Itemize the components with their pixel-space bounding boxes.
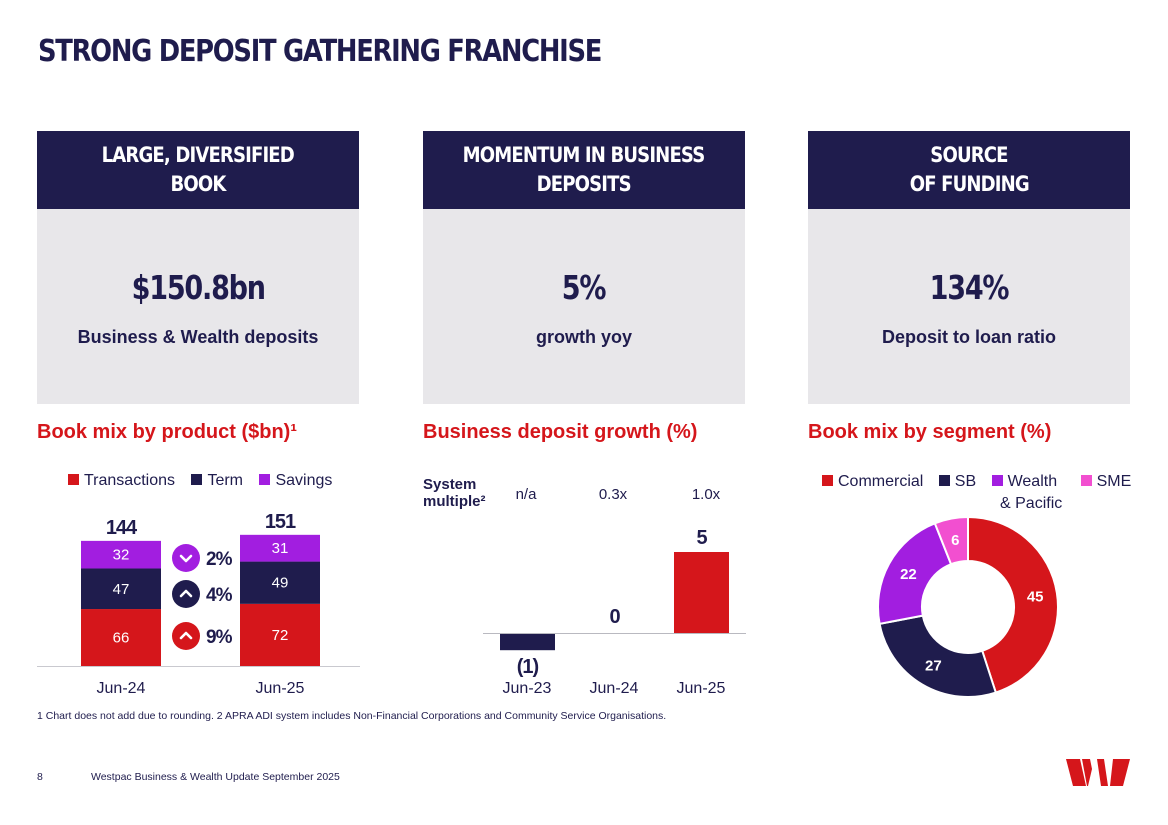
legend-label: Term	[207, 472, 244, 489]
legend-label: Transactions	[84, 472, 175, 489]
kpi-value: 134%	[929, 268, 1010, 307]
logo-shape	[1097, 759, 1108, 786]
total-label: 144	[106, 517, 138, 539]
system-multiple-label: System multiple²	[423, 476, 486, 510]
total-label: 151	[265, 511, 296, 533]
badge-circle	[172, 580, 200, 608]
data-label: 47	[113, 581, 130, 598]
panel-body	[423, 209, 745, 404]
legend-label: & Pacific	[1000, 495, 1063, 512]
slice-label: 6	[951, 532, 959, 549]
logo-shape	[1082, 759, 1092, 786]
bar-segment	[240, 561, 320, 604]
slice-label: 45	[1027, 588, 1044, 605]
panel-header-line: BOOK	[170, 172, 226, 196]
kpi-value: 5%	[562, 268, 607, 307]
panel-header: MOMENTUM IN BUSINESS DEPOSITS	[423, 131, 745, 209]
bar	[500, 634, 555, 651]
data-label: 49	[272, 575, 289, 592]
badge-label: 9%	[206, 627, 233, 648]
donut-slice	[933, 515, 969, 566]
section-title-segment: Book mix by segment (%)	[808, 421, 1052, 443]
slice-label: 27	[925, 658, 942, 675]
x-tick-label: Jun-25	[676, 680, 726, 697]
legend-product: Transactions Term Savings	[68, 472, 332, 490]
legend-swatch	[991, 475, 1003, 486]
panel-body	[808, 209, 1130, 404]
legend-segment: Commercial SB Wealth SME	[822, 473, 1131, 491]
product-stacked-bar-chart: 66 47 32 144 72 49 31 151 2% 4% 9%	[37, 511, 360, 667]
system-multiple-value: 1.0x	[691, 486, 721, 503]
legend-swatch	[938, 475, 950, 486]
system-multiple-value: n/a	[515, 486, 537, 503]
section-title-growth: Business deposit growth (%)	[423, 421, 698, 443]
bar-segment	[81, 568, 161, 610]
growth-bar-chart: (1) 0 5	[483, 527, 746, 678]
data-label: 0	[609, 606, 620, 628]
x-tick-label: Jun-25	[255, 680, 305, 697]
legend-label: SB	[954, 473, 977, 490]
x-tick-label: Jun-23	[502, 680, 552, 697]
data-label: 72	[272, 627, 289, 644]
legend-swatch	[259, 474, 271, 485]
panel-momentum: MOMENTUM IN BUSINESS DEPOSITS	[423, 131, 745, 404]
system-multiple-value: 0.3x	[598, 486, 628, 503]
data-label: 32	[113, 547, 130, 564]
kpi-label: growth yoy	[535, 327, 632, 347]
bar	[674, 552, 729, 633]
legend-label: Commercial	[838, 473, 924, 490]
legend-label: Savings	[275, 472, 333, 489]
panel-header-line: OF FUNDING	[909, 172, 1029, 196]
panel-header-line: LARGE, DIVERSIFIED	[101, 143, 295, 167]
badge-label: 4%	[206, 585, 233, 606]
panel-header-line: DEPOSITS	[536, 172, 632, 196]
legend-label: SME	[1096, 473, 1132, 490]
panel-funding: SOURCE OF FUNDING	[808, 131, 1130, 404]
bar-segment	[81, 609, 161, 666]
footer-text: Westpac Business & Wealth Update Septemb…	[91, 771, 340, 783]
system-multiple-label-line: System	[423, 476, 477, 493]
badge-circle	[172, 622, 200, 650]
chevron-up-icon	[179, 589, 193, 598]
legend-swatch	[1080, 475, 1092, 486]
legend-label: Wealth	[1007, 473, 1058, 490]
legend-swatch	[191, 474, 203, 485]
panel-header: LARGE, DIVERSIFIED BOOK	[37, 131, 359, 209]
panel-header: SOURCE OF FUNDING	[808, 131, 1130, 209]
kpi-label: Business & Wealth deposits	[77, 327, 319, 347]
data-label: 31	[272, 540, 289, 557]
data-label: (1)	[517, 656, 539, 678]
donut-slice	[878, 614, 998, 698]
page-title: STRONG DEPOSIT GATHERING FRANCHISE	[38, 34, 602, 69]
donut-slice	[967, 515, 1059, 694]
section-title-product: Book mix by product ($bn)¹	[37, 421, 297, 443]
westpac-logo	[1066, 759, 1130, 786]
bar-segment	[81, 540, 161, 569]
kpi-value: $150.8bn	[131, 268, 265, 307]
data-label: 66	[113, 630, 130, 647]
legend-swatch	[822, 475, 833, 486]
kpi-label: Deposit to loan ratio	[881, 327, 1056, 347]
bar-segment	[240, 603, 320, 666]
x-tick-label: Jun-24	[96, 680, 146, 697]
data-label: 5	[696, 527, 707, 549]
x-tick-label: Jun-24	[589, 680, 639, 697]
panel-header-line: SOURCE	[930, 143, 1008, 167]
badge-label: 2%	[206, 549, 233, 570]
logo-shape	[1066, 759, 1086, 786]
panel-large-book: LARGE, DIVERSIFIED BOOK	[37, 131, 359, 404]
segment-donut-chart: 45 27 22 6	[877, 515, 1059, 698]
panel-header-line: MOMENTUM IN BUSINESS	[463, 143, 706, 167]
chevron-up-icon	[179, 631, 193, 640]
badge-circle	[172, 544, 200, 572]
bar-segment	[240, 534, 320, 562]
legend-swatch	[68, 474, 79, 485]
chevron-down-icon	[179, 554, 193, 563]
footnote: 1 Chart does not add due to rounding. 2 …	[37, 710, 667, 722]
slice-label: 22	[900, 566, 917, 583]
logo-shape	[1110, 759, 1130, 786]
panel-body	[37, 209, 359, 404]
page-number: 8	[37, 771, 43, 783]
system-multiple-label-line: multiple²	[423, 493, 486, 510]
